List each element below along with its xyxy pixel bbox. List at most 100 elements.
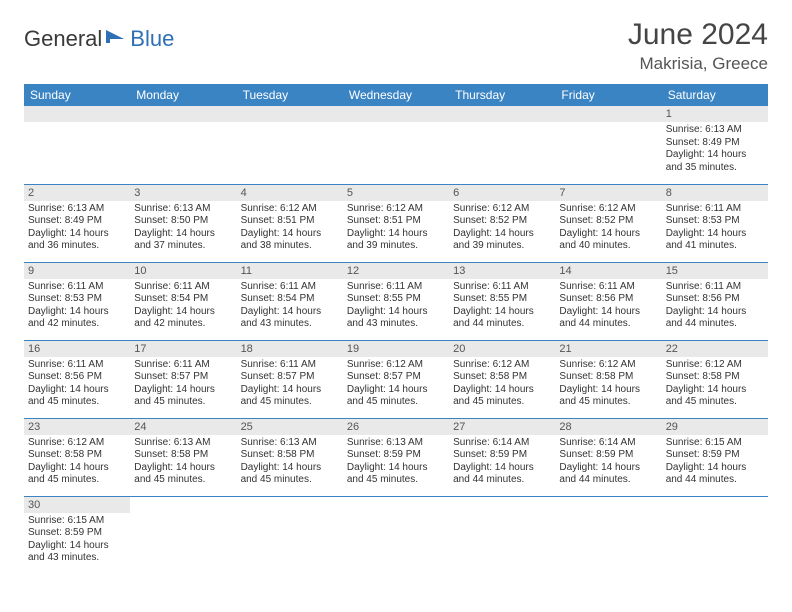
calendar-cell: 25Sunrise: 6:13 AMSunset: 8:58 PMDayligh… <box>237 418 343 496</box>
calendar-cell: 2Sunrise: 6:13 AMSunset: 8:49 PMDaylight… <box>24 184 130 262</box>
sunset-line: Sunset: 8:59 PM <box>28 527 126 540</box>
day-details: Sunrise: 6:11 AMSunset: 8:54 PMDaylight:… <box>130 279 236 333</box>
day-number: 21 <box>555 341 661 357</box>
sunset-line: Sunset: 8:56 PM <box>666 293 764 306</box>
day-details: Sunrise: 6:15 AMSunset: 8:59 PMDaylight:… <box>662 435 768 489</box>
calendar-cell: 23Sunrise: 6:12 AMSunset: 8:58 PMDayligh… <box>24 418 130 496</box>
calendar-week-row: 23Sunrise: 6:12 AMSunset: 8:58 PMDayligh… <box>24 418 768 496</box>
sunrise-line: Sunrise: 6:13 AM <box>134 437 232 450</box>
calendar-cell: 18Sunrise: 6:11 AMSunset: 8:57 PMDayligh… <box>237 340 343 418</box>
day-details: Sunrise: 6:11 AMSunset: 8:57 PMDaylight:… <box>237 357 343 411</box>
calendar-page: General Blue June 2024 Makrisia, Greece … <box>0 0 792 592</box>
sunrise-line: Sunrise: 6:13 AM <box>347 437 445 450</box>
day-number: 12 <box>343 263 449 279</box>
day-number: 27 <box>449 419 555 435</box>
sunset-line: Sunset: 8:57 PM <box>134 371 232 384</box>
day-details: Sunrise: 6:14 AMSunset: 8:59 PMDaylight:… <box>449 435 555 489</box>
calendar-cell: 15 Sunrise: 6:11 AMSunset: 8:56 PMDayligh… <box>662 262 768 340</box>
sunrise-line: Sunrise: 6:14 AM <box>559 437 657 450</box>
day-details: Sunrise: 6:11 AMSunset: 8:57 PMDaylight:… <box>130 357 236 411</box>
day-details: Sunrise: 6:14 AMSunset: 8:59 PMDaylight:… <box>555 435 661 489</box>
sunset-line: Sunset: 8:55 PM <box>453 293 551 306</box>
calendar-cell: 14Sunrise: 6:11 AMSunset: 8:56 PMDayligh… <box>555 262 661 340</box>
day-details: Sunrise: 6:11 AMSunset: 8:56 PMDaylight:… <box>555 279 661 333</box>
sunrise-line: Sunrise: 6:11 AM <box>28 359 126 372</box>
sunset-line: Sunset: 8:59 PM <box>347 449 445 462</box>
day-details: Sunrise: 6:11 AMSunset: 8:56 PMDaylight:… <box>24 357 130 411</box>
sunset-line: Sunset: 8:55 PM <box>347 293 445 306</box>
daylight-line: Daylight: 14 hours and 45 minutes. <box>347 384 445 409</box>
calendar-cell: 19Sunrise: 6:12 AMSunset: 8:57 PMDayligh… <box>343 340 449 418</box>
calendar-cell: 24Sunrise: 6:13 AMSunset: 8:58 PMDayligh… <box>130 418 236 496</box>
sunrise-line: Sunrise: 6:12 AM <box>347 203 445 216</box>
daylight-line: Daylight: 14 hours and 42 minutes. <box>28 306 126 331</box>
day-number: 11 <box>237 263 343 279</box>
sunrise-line: Sunrise: 6:12 AM <box>559 359 657 372</box>
day-number: 5 <box>343 185 449 201</box>
calendar-cell: 8Sunrise: 6:11 AMSunset: 8:53 PMDaylight… <box>662 184 768 262</box>
calendar-cell <box>343 496 449 574</box>
sunset-line: Sunset: 8:51 PM <box>347 215 445 228</box>
day-number-empty <box>343 106 449 122</box>
daylight-line: Daylight: 14 hours and 45 minutes. <box>347 462 445 487</box>
sunrise-line: Sunrise: 6:11 AM <box>666 203 764 216</box>
calendar-cell <box>662 496 768 574</box>
sunrise-line: Sunrise: 6:15 AM <box>666 437 764 450</box>
day-number: 13 <box>449 263 555 279</box>
day-number: 26 <box>343 419 449 435</box>
calendar-cell: 10Sunrise: 6:11 AMSunset: 8:54 PMDayligh… <box>130 262 236 340</box>
sunset-line: Sunset: 8:49 PM <box>28 215 126 228</box>
daylight-line: Daylight: 14 hours and 40 minutes. <box>559 228 657 253</box>
daylight-line: Daylight: 14 hours and 36 minutes. <box>28 228 126 253</box>
day-number: 3 <box>130 185 236 201</box>
calendar-cell <box>555 106 661 184</box>
day-number: 29 <box>662 419 768 435</box>
title-block: June 2024 Makrisia, Greece <box>628 18 768 74</box>
daylight-line: Daylight: 14 hours and 45 minutes. <box>28 462 126 487</box>
daylight-line: Daylight: 14 hours and 43 minutes. <box>347 306 445 331</box>
calendar-cell <box>449 496 555 574</box>
day-details: Sunrise: 6:13 AMSunset: 8:59 PMDaylight:… <box>343 435 449 489</box>
sunrise-line: Sunrise: 6:11 AM <box>666 281 764 294</box>
day-number-empty <box>555 106 661 122</box>
day-details: Sunrise: 6:11 AMSunset: 8:53 PMDaylight:… <box>662 201 768 255</box>
weekday-header: Monday <box>130 84 236 106</box>
day-details: Sunrise: 6:13 AMSunset: 8:49 PMDaylight:… <box>662 122 768 176</box>
day-details: Sunrise: 6:15 AMSunset: 8:59 PMDaylight:… <box>24 513 130 567</box>
calendar-cell: 9Sunrise: 6:11 AMSunset: 8:53 PMDaylight… <box>24 262 130 340</box>
day-details: Sunrise: 6:12 AMSunset: 8:58 PMDaylight:… <box>449 357 555 411</box>
daylight-line: Daylight: 14 hours and 41 minutes. <box>666 228 764 253</box>
daylight-line: Daylight: 14 hours and 44 minutes. <box>666 306 764 331</box>
day-details: Sunrise: 6:12 AMSunset: 8:58 PMDaylight:… <box>662 357 768 411</box>
day-number: 7 <box>555 185 661 201</box>
flag-icon <box>106 29 128 50</box>
day-details: Sunrise: 6:11 AMSunset: 8:55 PMDaylight:… <box>449 279 555 333</box>
sunrise-line: Sunrise: 6:13 AM <box>134 203 232 216</box>
sunset-line: Sunset: 8:57 PM <box>241 371 339 384</box>
daylight-line: Daylight: 14 hours and 42 minutes. <box>134 306 232 331</box>
daylight-line: Daylight: 14 hours and 44 minutes. <box>666 462 764 487</box>
sunset-line: Sunset: 8:58 PM <box>559 371 657 384</box>
calendar-cell <box>449 106 555 184</box>
day-number: 8 <box>662 185 768 201</box>
weekday-header: Sunday <box>24 84 130 106</box>
calendar-cell: 27Sunrise: 6:14 AMSunset: 8:59 PMDayligh… <box>449 418 555 496</box>
day-number: 4 <box>237 185 343 201</box>
day-number: 15 <box>662 263 768 279</box>
calendar-week-row: 16Sunrise: 6:11 AMSunset: 8:56 PMDayligh… <box>24 340 768 418</box>
sunset-line: Sunset: 8:58 PM <box>134 449 232 462</box>
daylight-line: Daylight: 14 hours and 45 minutes. <box>453 384 551 409</box>
sunset-line: Sunset: 8:59 PM <box>559 449 657 462</box>
sunset-line: Sunset: 8:53 PM <box>666 215 764 228</box>
day-details: Sunrise: 6:13 AMSunset: 8:58 PMDaylight:… <box>130 435 236 489</box>
daylight-line: Daylight: 14 hours and 38 minutes. <box>241 228 339 253</box>
calendar-cell: 17Sunrise: 6:11 AMSunset: 8:57 PMDayligh… <box>130 340 236 418</box>
sunset-line: Sunset: 8:52 PM <box>559 215 657 228</box>
weekday-header: Thursday <box>449 84 555 106</box>
sunrise-line: Sunrise: 6:11 AM <box>134 359 232 372</box>
calendar-cell: 30Sunrise: 6:15 AMSunset: 8:59 PMDayligh… <box>24 496 130 574</box>
calendar-cell <box>343 106 449 184</box>
calendar-cell: 6Sunrise: 6:12 AMSunset: 8:52 PMDaylight… <box>449 184 555 262</box>
sunrise-line: Sunrise: 6:12 AM <box>666 359 764 372</box>
calendar-cell <box>555 496 661 574</box>
